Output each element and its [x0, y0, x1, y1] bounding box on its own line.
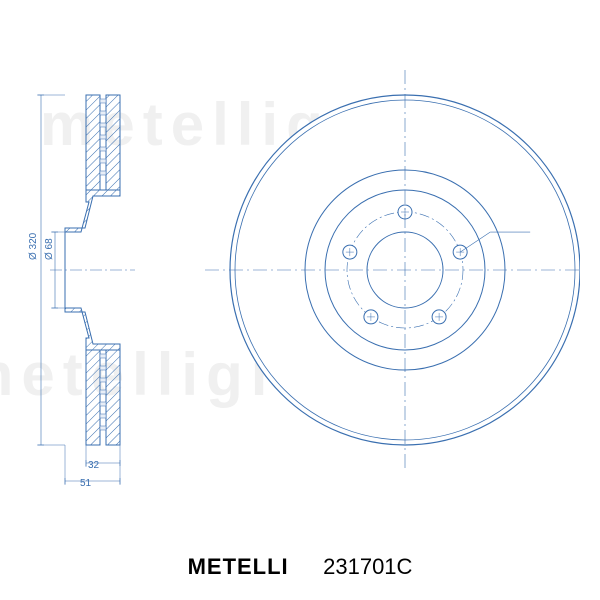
technical-drawing	[20, 40, 580, 500]
brand-label: METELLI	[188, 554, 289, 579]
footer: METELLI 231701C	[0, 554, 600, 580]
part-number: 231701C	[323, 554, 412, 579]
